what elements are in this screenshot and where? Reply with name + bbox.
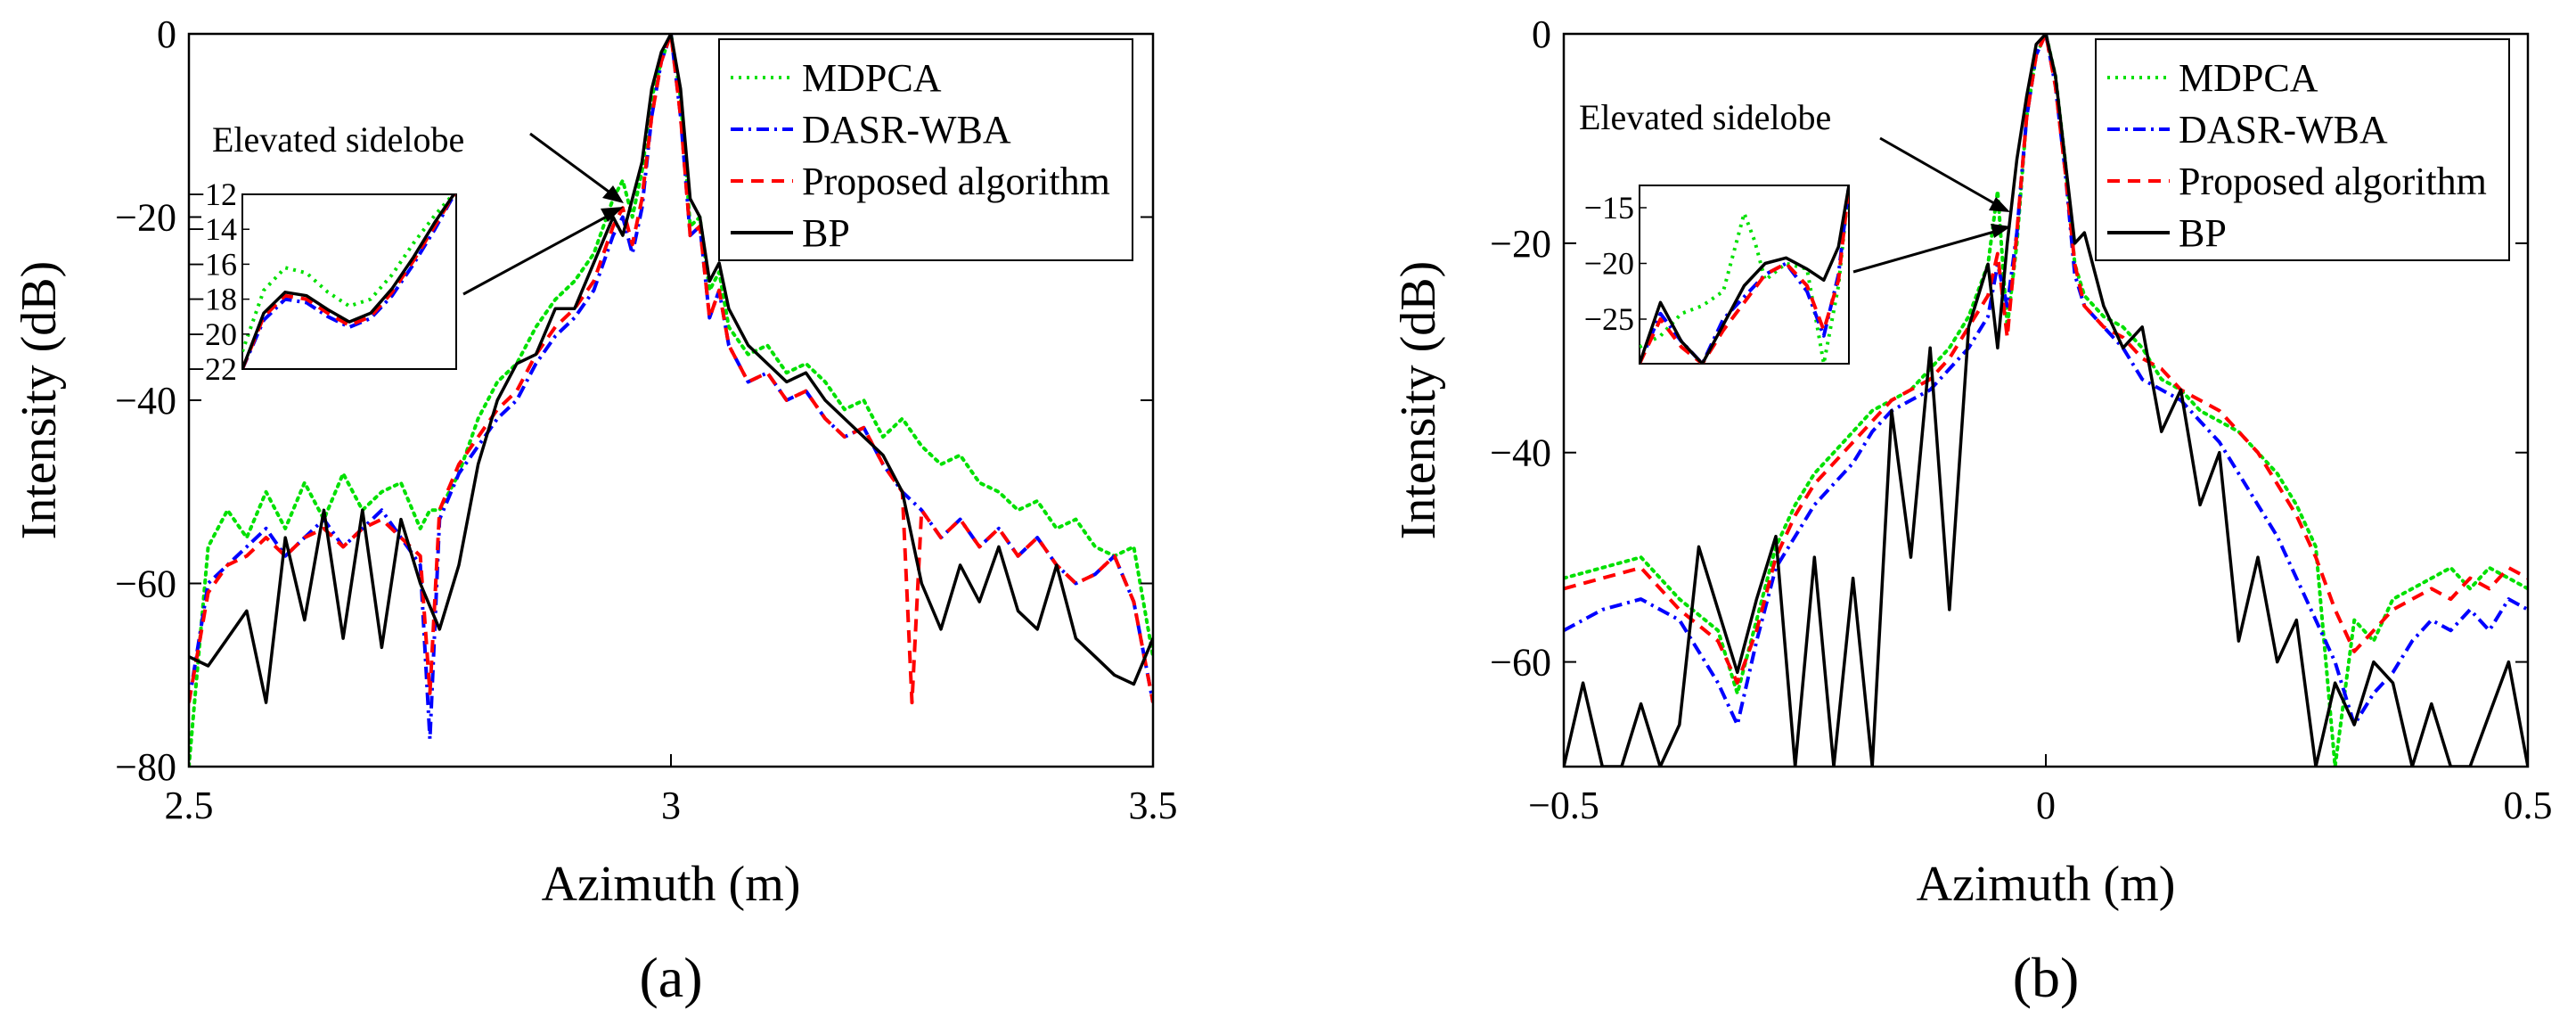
chart-b-x-axis-label: Azimuth (m) (1917, 857, 2176, 912)
chart-a-inset-series-bp (242, 194, 456, 369)
chart-b-inset: −15 −20 −25 (1584, 185, 1850, 365)
chart-b-inset-tick-label: −20 (1584, 246, 1634, 282)
chart-b-legend-label-bp: BP (2179, 211, 2227, 255)
chart-a-x-axis-label: Azimuth (m) (542, 857, 801, 912)
chart-a-inset-series-dasr-wba (242, 194, 456, 369)
chart-a-y-tick-label: −40 (115, 379, 176, 423)
chart-b-y-tick-label: −40 (1490, 431, 1551, 475)
chart-b-inset-series-proposed-algorithm (1640, 185, 1849, 364)
chart-b-inset-series (1640, 185, 1849, 364)
panel-a-label: (a) (639, 946, 702, 1009)
panel-b-label: (b) (2013, 946, 2080, 1009)
chart-a-series-bp (189, 34, 1153, 704)
chart-b-y-tick-label: −20 (1490, 222, 1551, 266)
chart-b-annotation-text: Elevated sidelobe (1579, 97, 1831, 137)
chart-a-inset-arrowhead (601, 207, 624, 222)
chart-panel-a: 2.5 3 3.5 0 −20 −40 −60 −80 Azimuth (m) Intens… (12, 12, 1178, 1009)
chart-a-x-tick-label: 3 (661, 784, 681, 827)
chart-a-inset-tick-label: −22 (187, 351, 237, 387)
chart-a-inset-ticks: −12−14−16−18−20−22 (187, 177, 249, 387)
chart-a-y-axis-label: Intensity (dB) (12, 261, 67, 540)
chart-a-y-ticks: 0 −20 −40 −60 −80 (115, 12, 1153, 789)
chart-a-inset-series (242, 194, 456, 369)
chart-b-legend: MDPCA DASR-WBA Proposed algorithm BP (2095, 38, 2510, 261)
chart-b-x-tick-label: 0.5 (2504, 784, 2553, 827)
chart-a-x-ticks: 2.5 3 3.5 (165, 754, 1178, 827)
chart-b-y-ticks: 0 −20 −40 −60 (1490, 12, 2528, 685)
chart-a-legend-label-mdpca: MDPCA (802, 56, 942, 100)
chart-a-annotation-arrowhead (602, 185, 624, 203)
chart-b-inset-arrow (1852, 228, 2001, 274)
chart-a-inset-tick-label: −20 (187, 316, 237, 352)
chart-b-x-ticks: −0.5 0 0.5 (1528, 754, 2553, 827)
chart-a-inset-tick-label: −18 (187, 282, 237, 317)
chart-b-inset-series-bp (1640, 185, 1849, 364)
chart-b-legend-label-proposed: Proposed algorithm (2179, 160, 2487, 203)
chart-a-legend-label-bp: BP (802, 211, 850, 255)
chart-a-inset: −12−14−16−18−20−22 (187, 177, 457, 387)
chart-a-inset-arrow (462, 210, 616, 296)
chart-a-inset-box (241, 193, 457, 370)
chart-a-annotation-text: Elevated sidelobe (212, 119, 464, 160)
chart-b-x-tick-label: 0 (2036, 784, 2056, 827)
chart-a-y-tick-label: −80 (115, 745, 176, 789)
chart-a-series-proposed-algorithm (189, 34, 1153, 705)
chart-b-annotation-arrowhead (1989, 197, 2010, 212)
chart-b-inset-arrowhead (1991, 224, 2011, 238)
chart-b-annotation-arrow (1879, 136, 2001, 209)
chart-b-legend-label-mdpca: MDPCA (2179, 56, 2318, 100)
chart-a-inset-tick-label: −16 (187, 246, 237, 282)
chart-panel-b: −0.5 0 0.5 0 −20 −40 −60 Azimuth (m) Intensit… (1391, 12, 2553, 1009)
chart-b-inset-tick-label: −25 (1584, 301, 1634, 337)
chart-a-legend-label-dasr: DASR-WBA (802, 108, 1011, 152)
chart-b-series-dasr-wba (1564, 34, 2528, 727)
chart-a-x-tick-label: 3.5 (1129, 784, 1178, 827)
chart-a-y-tick-label: −60 (115, 562, 176, 606)
chart-b-inset-tick-label: −15 (1584, 190, 1634, 226)
chart-b-series-bp (1564, 34, 2528, 767)
chart-b-inset-ticks: −15 −20 −25 (1584, 190, 1647, 337)
chart-a-x-tick-label: 2.5 (165, 784, 214, 827)
chart-a-legend: MDPCA DASR-WBA Proposed algorithm BP (718, 38, 1133, 261)
chart-b-y-axis-label: Intensity (dB) (1391, 261, 1446, 540)
chart-a-inset-tick-label: −14 (187, 211, 237, 247)
chart-a-inset-tick-label: −12 (187, 177, 237, 212)
chart-a-y-tick-label: 0 (157, 12, 176, 56)
chart-b-series (1564, 34, 2528, 767)
chart-b-x-tick-label: −0.5 (1528, 784, 1599, 827)
chart-a-series (189, 34, 1153, 767)
chart-a-annotation-arrow (529, 132, 616, 198)
chart-a-y-tick-label: −20 (115, 196, 176, 240)
chart-b-y-tick-label: −60 (1490, 641, 1551, 685)
chart-b-legend-label-dasr: DASR-WBA (2179, 108, 2388, 152)
chart-a-legend-label-proposed: Proposed algorithm (802, 160, 1110, 203)
chart-b-y-tick-label: 0 (1532, 12, 1551, 56)
